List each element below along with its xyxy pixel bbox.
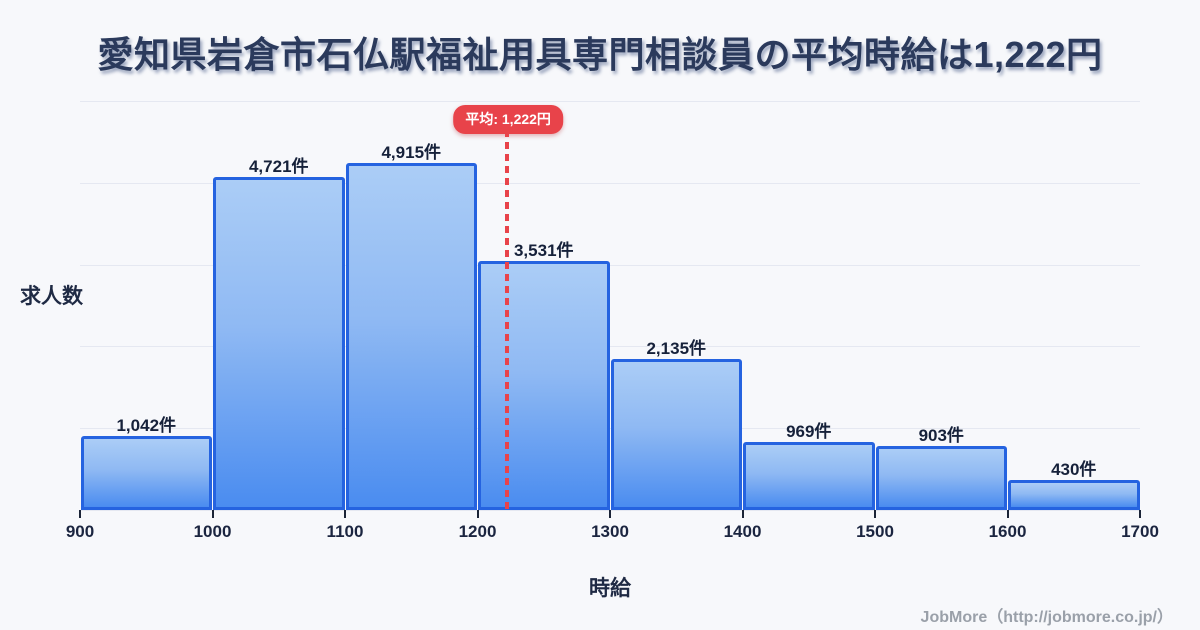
bar [80, 436, 212, 510]
bar-value-label: 3,531件 [513, 240, 574, 260]
bar-value-label: 1,042件 [116, 416, 177, 436]
x-axis-tick [211, 510, 214, 518]
page-title: 愛知県岩倉市石仏駅福祉用具専門相談員の平均時給は1,222円 [97, 34, 1103, 75]
x-axis-tick [1139, 510, 1141, 518]
x-axis-tick [79, 510, 81, 518]
gridline [80, 101, 1140, 102]
bar [1008, 479, 1140, 510]
x-axis-tick [344, 510, 346, 518]
mean-value-badge: 平均: 1,222円 [453, 105, 563, 134]
footer-credit: JobMore（http://jobmore.co.jp/） [920, 609, 1173, 626]
x-tick-label: 1400 [723, 522, 762, 541]
bar-value-label: 430件 [1051, 459, 1097, 479]
x-axis-tick [609, 510, 611, 518]
x-tick-label: 1200 [458, 522, 497, 541]
x-tick-label: 1000 [193, 522, 232, 541]
bar-value-label: 969件 [786, 421, 832, 441]
x-axis-tick [741, 510, 744, 518]
x-tick-label: 1300 [591, 522, 629, 541]
gridline [80, 182, 1140, 184]
bar [875, 446, 1007, 510]
bar-value-label: 2,135件 [646, 339, 707, 359]
bar-value-label: 903件 [918, 426, 964, 446]
mean-line [504, 130, 509, 510]
x-tick-label: 900 [65, 522, 95, 541]
y-axis-label: 求人数 [20, 285, 83, 308]
gridline [80, 428, 1140, 430]
gridline [80, 264, 1140, 266]
x-tick-label: 1700 [1121, 522, 1159, 541]
x-tick-label: 1600 [988, 522, 1027, 541]
x-axis-tick [874, 510, 876, 518]
gridline [80, 346, 1140, 348]
bar [743, 441, 875, 510]
bar [213, 176, 345, 510]
bar [478, 260, 610, 510]
x-axis-tick [1006, 510, 1009, 518]
bar-value-label: 4,721件 [248, 156, 309, 176]
bar [345, 162, 477, 510]
bar [610, 359, 742, 510]
x-tick-label: 1100 [326, 522, 364, 541]
x-tick-label: 1500 [856, 522, 894, 541]
x-axis-label: 時給 [589, 577, 631, 600]
x-axis-tick [476, 510, 479, 518]
bar-value-label: 4,915件 [381, 142, 442, 162]
